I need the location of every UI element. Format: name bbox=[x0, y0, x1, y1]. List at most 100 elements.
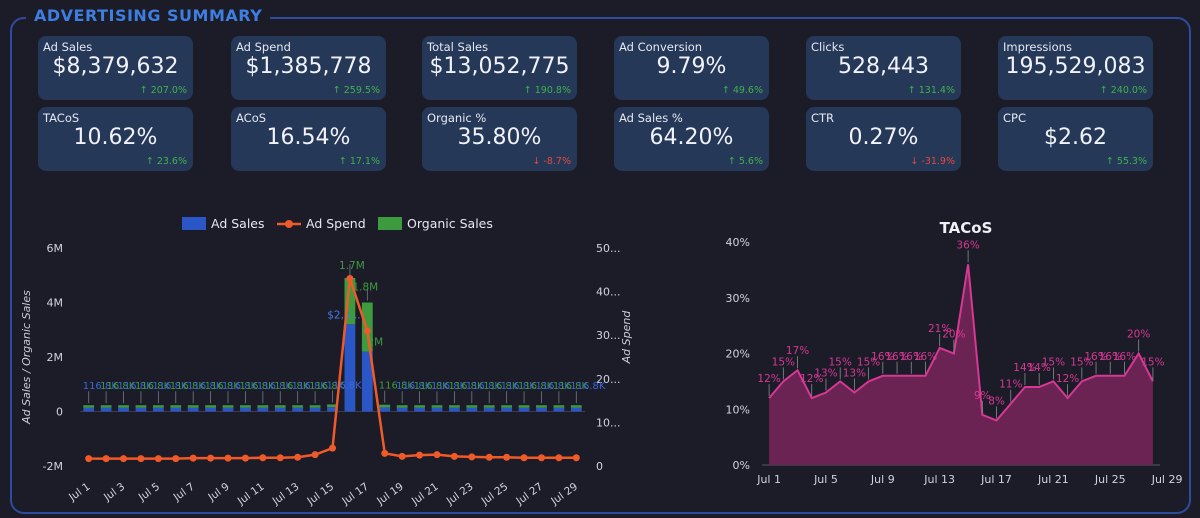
ad-spend-point bbox=[276, 454, 284, 462]
legend-organic-sales: Organic Sales bbox=[378, 216, 493, 231]
ad-spend-point bbox=[572, 454, 580, 462]
ad-spend-point bbox=[450, 452, 458, 460]
kpi-label: Ad Sales % bbox=[619, 111, 683, 125]
data-label: 13% bbox=[843, 368, 866, 380]
x-tick-label: Jul 25 bbox=[479, 481, 511, 508]
data-label: 116.8K bbox=[118, 381, 154, 392]
data-label: 116.8K bbox=[396, 381, 432, 392]
legend-marker bbox=[285, 220, 293, 228]
kpi-label: Total Sales bbox=[427, 40, 489, 54]
ad-spend-point bbox=[416, 451, 424, 459]
bar-organic-sales bbox=[100, 405, 112, 408]
bar-ad-sales bbox=[292, 407, 304, 412]
kpi-card-ctr: CTR 0.27% ↓ -31.9% bbox=[806, 107, 961, 171]
kpi-value: $13,052,775 bbox=[429, 54, 570, 79]
bar-organic-sales bbox=[518, 405, 530, 408]
kpi-change-value: 49.6% bbox=[732, 85, 763, 96]
x-tick-label: Jul 27 bbox=[513, 481, 545, 508]
ad-spend-point bbox=[468, 453, 476, 461]
x-tick-label: Jul 11 bbox=[235, 481, 267, 508]
bar-ad-sales bbox=[344, 324, 356, 412]
y-tick-label: 40% bbox=[726, 236, 750, 249]
ad-spend-point bbox=[102, 455, 110, 463]
bar-ad-sales bbox=[448, 407, 460, 412]
ad-spend-point bbox=[224, 454, 232, 462]
y-tick-label: 30% bbox=[726, 292, 750, 305]
bar-organic-sales bbox=[414, 405, 425, 408]
bar-ad-sales bbox=[379, 407, 391, 412]
data-label: 116.8K bbox=[135, 381, 171, 392]
data-label: 116.8K bbox=[431, 381, 467, 392]
kpi-card-ad-spend: Ad Spend $1,385,778 ↑ 259.5% bbox=[231, 36, 386, 100]
data-label: 36% bbox=[956, 239, 979, 251]
data-label: 116.8K bbox=[100, 381, 136, 392]
data-label: 16% bbox=[1113, 351, 1136, 363]
y-tick-label: 2M bbox=[47, 351, 64, 364]
x-tick-label: Jul 19 bbox=[374, 481, 406, 508]
bar-ad-sales bbox=[100, 407, 112, 412]
kpi-change-value: -8.7% bbox=[543, 156, 571, 167]
kpi-label: Impressions bbox=[1003, 40, 1072, 54]
data-label: 116.8K bbox=[222, 381, 258, 392]
x-tick-label: Jul 13 bbox=[923, 473, 955, 486]
bar-organic-sales bbox=[170, 405, 182, 408]
kpi-card-impressions: Impressions 195,529,083 ↑ 240.0% bbox=[998, 36, 1153, 100]
bar-ad-sales bbox=[553, 407, 565, 412]
y-axis-title: Ad Sales / Organic Sales bbox=[20, 290, 33, 425]
bar-ad-sales bbox=[431, 407, 443, 412]
arrow-up-icon: ↑ bbox=[145, 156, 157, 167]
ad-spend-point bbox=[259, 454, 267, 462]
bar-ad-sales bbox=[501, 407, 513, 412]
tacos-area-chart: TACoS40%30%20%10%0%12%15%17%12%13%15%13%… bbox=[726, 219, 1183, 486]
x-tick-label: Jul 25 bbox=[1094, 473, 1126, 486]
data-label: 12% bbox=[1056, 373, 1079, 385]
x-tick-label: Jul 21 bbox=[409, 481, 441, 508]
bar-organic-sales bbox=[187, 405, 199, 408]
kpi-change-value: -31.9% bbox=[921, 156, 955, 167]
bar-organic-sales bbox=[483, 405, 495, 408]
bar-organic-sales bbox=[448, 405, 460, 408]
kpi-change: ↑ 259.5% bbox=[333, 85, 380, 96]
data-label-peak-spend: 1.7M bbox=[339, 260, 365, 272]
ad-spend-point bbox=[207, 454, 215, 462]
x-tick-label: Jul 1 bbox=[756, 473, 781, 486]
data-label: 20% bbox=[942, 329, 965, 341]
y2-tick-label: 0 bbox=[596, 460, 603, 473]
legend-swatch bbox=[378, 217, 402, 230]
bar-ad-sales bbox=[466, 407, 478, 412]
data-label: 15% bbox=[829, 356, 852, 368]
kpi-label: TACoS bbox=[43, 111, 80, 125]
bar-ad-sales bbox=[536, 407, 547, 412]
x-tick-label: Jul 3 bbox=[101, 481, 127, 504]
kpi-value: 528,443 bbox=[838, 54, 929, 79]
bar-ad-sales bbox=[170, 407, 182, 412]
data-label: 116.8K bbox=[327, 380, 363, 391]
kpi-card-acos: ACoS 16.54% ↑ 17.1% bbox=[231, 107, 386, 171]
kpi-label: Ad Sales bbox=[43, 40, 93, 54]
kpi-label: ACoS bbox=[236, 111, 267, 125]
bar-organic-sales bbox=[135, 405, 147, 408]
bar-organic-sales bbox=[240, 405, 251, 408]
data-label: 16% bbox=[900, 351, 923, 363]
data-label-organic-peak: 1.8M bbox=[352, 282, 378, 294]
data-label: 15% bbox=[1141, 356, 1164, 368]
x-tick-label: Jul 9 bbox=[205, 481, 231, 504]
y-tick-label: 10% bbox=[726, 403, 750, 416]
page-title: ADVERTISING SUMMARY bbox=[26, 6, 271, 25]
kpi-change: ↑ 240.0% bbox=[1100, 85, 1147, 96]
data-label: 116.8K bbox=[414, 381, 450, 392]
data-label: 20% bbox=[1127, 329, 1150, 341]
bar-organic-sales bbox=[83, 405, 95, 408]
kpi-change: ↑ 23.6% bbox=[146, 156, 187, 167]
bar-organic-sales bbox=[396, 405, 408, 408]
data-label: 116.8K bbox=[205, 381, 241, 392]
kpi-value: 195,529,083 bbox=[1005, 54, 1146, 79]
kpi-label: CPC bbox=[1003, 111, 1026, 125]
arrow-up-icon: ↑ bbox=[1099, 85, 1111, 96]
kpi-value: $2.62 bbox=[1044, 125, 1107, 150]
ad-spend-line bbox=[88, 278, 577, 460]
ad-spend-point bbox=[363, 327, 371, 335]
data-label: 8% bbox=[988, 395, 1005, 407]
ad-spend-point bbox=[172, 455, 180, 463]
bar-ad-sales bbox=[309, 407, 321, 412]
